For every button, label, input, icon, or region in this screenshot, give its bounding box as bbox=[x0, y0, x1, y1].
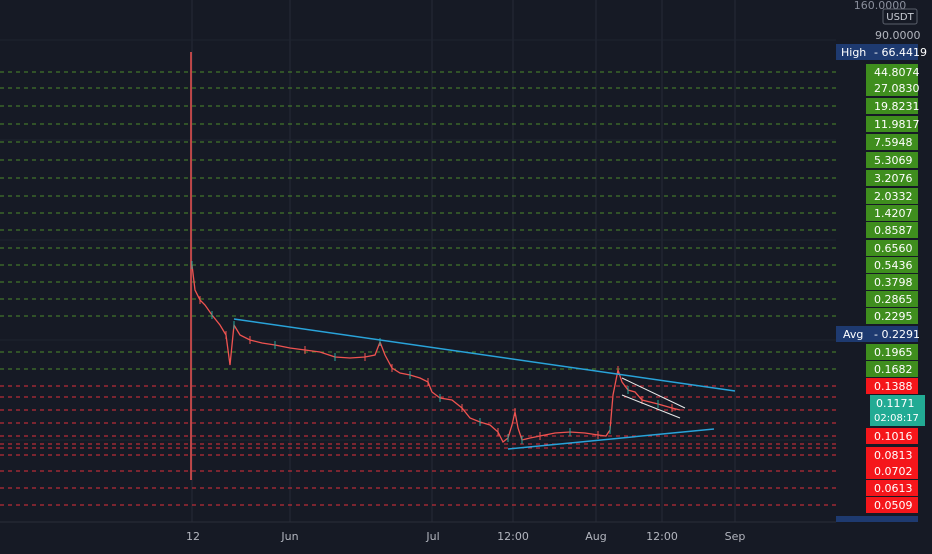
level-label-green: 3.2076 bbox=[874, 172, 913, 185]
lower-trendline[interactable] bbox=[507, 428, 715, 450]
x-tick-label: 12:00 bbox=[497, 530, 529, 543]
level-tag-green bbox=[866, 134, 918, 150]
level-label-red: 0.0813 bbox=[874, 449, 913, 462]
level-tag-green bbox=[866, 308, 918, 324]
currency-label: USDT bbox=[886, 12, 914, 23]
x-tick-label: Jul bbox=[425, 530, 439, 543]
level-tag-green bbox=[866, 274, 918, 290]
price-axis[interactable]: 160.0000 USDT 90.0000 44.8074 27.0830 19.8… bbox=[836, 0, 932, 550]
low-tag bbox=[836, 516, 918, 526]
level-label-green: 5.3069 bbox=[874, 154, 913, 167]
level-label-green: 27.0830 bbox=[874, 82, 920, 95]
level-label-green: 44.8074 bbox=[874, 66, 920, 79]
level-label-green: 0.1965 bbox=[874, 346, 913, 359]
y-tick-top: 90.0000 bbox=[875, 29, 921, 42]
level-label-green: 1.4207 bbox=[874, 207, 913, 220]
x-tick-label: Aug bbox=[585, 530, 606, 543]
last-price-value: 0.1171 bbox=[876, 397, 915, 410]
level-tag-green bbox=[866, 116, 918, 132]
level-label-green: 0.8587 bbox=[874, 224, 913, 237]
x-tick-label: Sep bbox=[725, 530, 746, 543]
wedge-lower-line[interactable] bbox=[621, 394, 681, 419]
level-label-green: 19.8231 bbox=[874, 100, 920, 113]
level-tag-green bbox=[866, 222, 918, 238]
level-tag-red bbox=[866, 378, 918, 394]
currency-badge[interactable] bbox=[882, 8, 918, 25]
upper-trendline[interactable] bbox=[233, 318, 736, 392]
level-label-red: 0.0702 bbox=[874, 465, 913, 478]
level-label-green: 0.2295 bbox=[874, 310, 913, 323]
high-tag-value: - 66.4419 bbox=[874, 46, 927, 59]
level-label-green: 0.2865 bbox=[874, 293, 913, 306]
wedge-upper-line[interactable] bbox=[621, 377, 686, 409]
price-tags: 44.8074 27.0830 19.8231 11.9817 7.5948 5.3069… bbox=[836, 44, 927, 526]
level-label-red: 0.0613 bbox=[874, 482, 913, 495]
price-line bbox=[191, 264, 681, 444]
level-label-green: 0.3798 bbox=[874, 276, 913, 289]
top-price-label: 160.0000 bbox=[854, 0, 907, 12]
level-tag-green bbox=[866, 170, 918, 186]
last-price-tag bbox=[870, 395, 925, 426]
high-tag-label: High bbox=[841, 46, 866, 59]
countdown-timer: 02:08:17 bbox=[874, 413, 919, 424]
grid-layer bbox=[0, 0, 836, 522]
level-label-green: 0.6560 bbox=[874, 242, 913, 255]
avg-tag bbox=[836, 326, 918, 342]
level-tag-red bbox=[866, 463, 918, 479]
level-label-green: 7.5948 bbox=[874, 136, 913, 149]
level-tag-green bbox=[866, 291, 918, 307]
level-label-green: 2.0332 bbox=[874, 190, 913, 203]
price-levels bbox=[0, 71, 836, 506]
level-tag-green bbox=[866, 64, 918, 80]
level-label-green: 0.5436 bbox=[874, 259, 913, 272]
level-tag-red bbox=[866, 480, 918, 496]
level-label-red: 0.0509 bbox=[874, 499, 913, 512]
level-label-red: 0.1016 bbox=[874, 430, 913, 443]
level-tag-green bbox=[866, 361, 918, 377]
x-tick-label: 12:00 bbox=[646, 530, 678, 543]
price-series bbox=[190, 52, 681, 480]
avg-tag-value: - 0.2291 bbox=[874, 328, 920, 341]
level-tag-green bbox=[866, 240, 918, 256]
level-tag-green bbox=[866, 188, 918, 204]
level-tag-green bbox=[866, 257, 918, 273]
x-tick-label: Jun bbox=[280, 530, 298, 543]
level-tag-red bbox=[866, 497, 918, 513]
level-tag-red bbox=[866, 447, 918, 463]
level-label-green: 11.9817 bbox=[874, 118, 920, 131]
trendlines[interactable] bbox=[233, 318, 736, 450]
level-tag-green bbox=[866, 344, 918, 360]
avg-tag-label: Avg bbox=[843, 328, 863, 341]
time-axis-background bbox=[0, 522, 932, 550]
x-tick-label: 12 bbox=[186, 530, 200, 543]
time-axis[interactable]: 12 Jun Jul 12:00 Aug 12:00 Sep bbox=[0, 521, 932, 550]
level-tag-green bbox=[866, 205, 918, 221]
level-label-green: 0.1682 bbox=[874, 363, 913, 376]
level-tag-green bbox=[866, 98, 918, 114]
level-tag-green bbox=[866, 152, 918, 168]
level-tag-green bbox=[866, 80, 918, 96]
level-tag-red bbox=[866, 428, 918, 444]
level-label-red: 0.1388 bbox=[874, 380, 913, 393]
high-tag bbox=[836, 44, 918, 60]
